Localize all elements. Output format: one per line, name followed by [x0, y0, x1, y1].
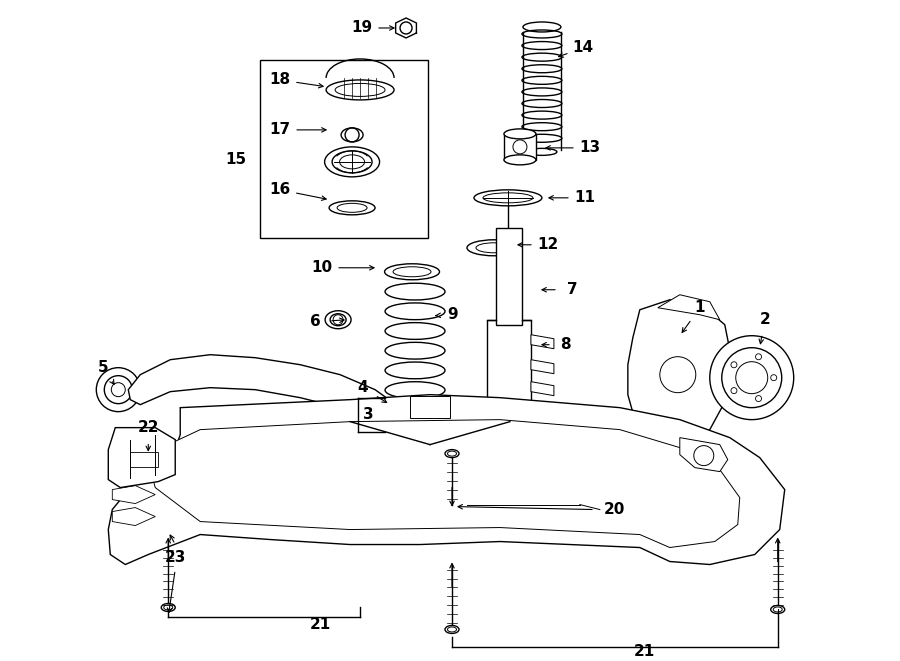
Ellipse shape — [526, 148, 557, 155]
Text: 14: 14 — [572, 40, 593, 56]
Bar — [130, 451, 158, 467]
Text: 3: 3 — [363, 407, 374, 422]
Circle shape — [755, 354, 761, 360]
Polygon shape — [108, 395, 785, 564]
Circle shape — [770, 375, 777, 381]
Text: 13: 13 — [580, 140, 600, 155]
Text: 22: 22 — [138, 420, 159, 435]
Ellipse shape — [474, 190, 542, 206]
Text: 10: 10 — [311, 260, 333, 275]
Ellipse shape — [325, 147, 380, 177]
Circle shape — [96, 368, 140, 412]
Polygon shape — [496, 228, 522, 325]
Text: 20: 20 — [604, 502, 626, 517]
Text: 11: 11 — [574, 190, 596, 206]
Polygon shape — [531, 334, 554, 349]
Ellipse shape — [329, 201, 375, 215]
Bar — [410, 396, 450, 418]
Ellipse shape — [445, 449, 459, 457]
Text: 16: 16 — [269, 182, 291, 198]
Text: 21: 21 — [310, 617, 330, 632]
Ellipse shape — [445, 625, 459, 633]
Text: 12: 12 — [537, 237, 559, 253]
Polygon shape — [680, 438, 728, 471]
Polygon shape — [148, 420, 740, 547]
Text: 7: 7 — [567, 282, 577, 297]
Ellipse shape — [504, 155, 536, 165]
Text: 21: 21 — [634, 644, 655, 659]
Circle shape — [382, 400, 418, 436]
Text: 23: 23 — [165, 550, 186, 565]
Text: 5: 5 — [98, 360, 109, 375]
Ellipse shape — [770, 605, 785, 613]
Ellipse shape — [161, 603, 176, 611]
Polygon shape — [531, 360, 554, 373]
Ellipse shape — [326, 80, 394, 100]
Text: 18: 18 — [270, 73, 291, 87]
Polygon shape — [658, 295, 720, 320]
Circle shape — [755, 395, 761, 402]
Ellipse shape — [341, 128, 363, 142]
Polygon shape — [628, 299, 730, 447]
Text: 1: 1 — [695, 300, 705, 315]
Ellipse shape — [504, 129, 536, 139]
Polygon shape — [112, 461, 156, 479]
Text: 4: 4 — [358, 380, 368, 395]
Text: 2: 2 — [760, 312, 770, 327]
Text: 9: 9 — [447, 307, 458, 322]
Ellipse shape — [384, 264, 439, 280]
Text: 15: 15 — [226, 153, 247, 167]
Polygon shape — [108, 428, 176, 488]
Circle shape — [710, 336, 794, 420]
Polygon shape — [129, 355, 405, 430]
Text: 19: 19 — [352, 20, 373, 36]
Ellipse shape — [467, 240, 521, 256]
Text: 8: 8 — [561, 337, 572, 352]
Bar — [260, 60, 428, 238]
Polygon shape — [531, 381, 554, 396]
Ellipse shape — [523, 22, 561, 32]
Text: 6: 6 — [310, 314, 320, 329]
Polygon shape — [112, 486, 156, 504]
Ellipse shape — [325, 311, 351, 329]
Circle shape — [731, 387, 737, 393]
Text: 17: 17 — [270, 122, 291, 137]
Polygon shape — [112, 508, 156, 525]
Bar — [504, 134, 536, 160]
Circle shape — [731, 362, 737, 368]
Polygon shape — [487, 320, 531, 418]
